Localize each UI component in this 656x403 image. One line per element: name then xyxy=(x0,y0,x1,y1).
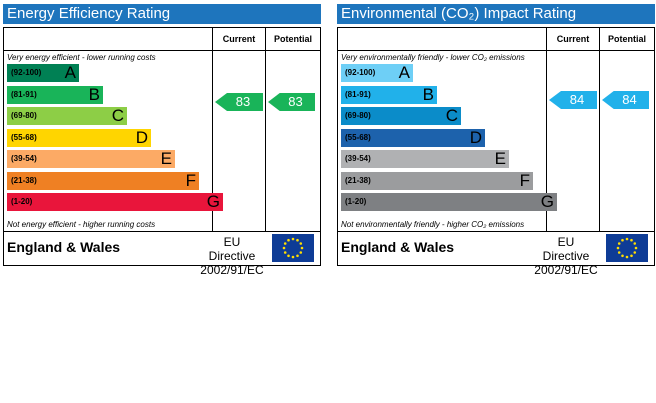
band-range: (92-100) xyxy=(345,68,376,77)
directive-line-1: EU Directive xyxy=(208,235,256,263)
column-divider xyxy=(265,28,266,232)
eu-directive: EU Directive 2002/91/EC xyxy=(533,235,599,277)
potential-rating-value: 84 xyxy=(622,92,637,107)
header-divider xyxy=(4,50,320,51)
region-label: England & Wales xyxy=(341,239,455,255)
footer-divider xyxy=(4,231,320,232)
eu-flag-icon xyxy=(272,234,314,262)
directive-line-2: 2002/91/EC xyxy=(534,263,598,277)
panel-title: Energy Efficiency Rating xyxy=(3,4,321,24)
band-range: (81-91) xyxy=(11,89,37,99)
band-letter: F xyxy=(185,170,196,190)
band-letter: B xyxy=(88,84,100,104)
band-letter: E xyxy=(494,149,506,168)
current-rating-value: 84 xyxy=(569,92,585,107)
band-range: (55-68) xyxy=(11,132,37,142)
potential-rating-arrow: 83 xyxy=(268,93,315,111)
environmental-impact-panel: Environmental (CO₂) Impact Rating Curren… xyxy=(337,4,655,277)
band-letter: C xyxy=(111,106,124,125)
band-range: (39-54) xyxy=(345,154,371,163)
column-divider xyxy=(546,28,547,232)
band-letter: G xyxy=(206,192,220,211)
rating-band-f: (21-38) F xyxy=(341,170,533,190)
potential-column-header: Potential xyxy=(607,34,646,44)
potential-column-header: Potential xyxy=(273,34,312,44)
rating-chart: Current Potential Very energy efficient … xyxy=(3,27,321,277)
band-range: (39-54) xyxy=(11,154,37,163)
band-range: (55-68) xyxy=(345,132,371,142)
band-letter: G xyxy=(540,192,554,211)
rating-chart: Current Potential Very environmentally f… xyxy=(337,27,655,277)
band-letter: F xyxy=(519,170,530,190)
panel-title: Environmental (CO₂) Impact Rating xyxy=(337,4,655,24)
energy-efficiency-panel: Energy Efficiency Rating Current Potenti… xyxy=(3,4,321,277)
band-letter: A xyxy=(398,63,410,82)
band-range: (1-20) xyxy=(11,197,33,206)
band-range: (92-100) xyxy=(11,68,42,77)
column-divider xyxy=(599,28,600,232)
current-column-header: Current xyxy=(222,34,256,44)
rating-band-c: (69-80) C xyxy=(7,107,127,125)
rating-band-b: (81-91) B xyxy=(341,84,437,104)
band-range: (69-80) xyxy=(345,111,371,120)
directive-line-1: EU Directive xyxy=(542,235,590,263)
rating-band-f: (21-38) F xyxy=(7,170,199,190)
region-label: England & Wales xyxy=(7,239,121,255)
top-note: Very energy efficient - lower running co… xyxy=(7,53,156,62)
band-letter: D xyxy=(469,127,482,147)
eu-flag-icon xyxy=(606,234,648,262)
rating-band-e: (39-54) E xyxy=(7,150,175,168)
band-range: (1-20) xyxy=(345,197,367,206)
rating-band-g: (1-20) G xyxy=(7,193,223,211)
band-letter: D xyxy=(135,127,148,147)
rating-band-e: (39-54) E xyxy=(341,150,509,168)
current-rating-value: 83 xyxy=(235,94,251,109)
band-letter: A xyxy=(64,63,76,82)
rating-band-d: (55-68) D xyxy=(341,127,485,147)
current-column-header: Current xyxy=(556,34,590,44)
column-divider xyxy=(212,28,213,232)
rating-band-b: (81-91) B xyxy=(7,84,103,104)
rating-band-a: (92-100) A xyxy=(7,64,79,82)
rating-band-g: (1-20) G xyxy=(341,193,557,211)
rating-band-a: (92-100) A xyxy=(341,64,413,82)
band-letter: B xyxy=(422,84,434,104)
current-rating-arrow: 84 xyxy=(549,91,597,109)
potential-rating-arrow: 84 xyxy=(602,91,649,109)
bottom-note: Not energy efficient - higher running co… xyxy=(7,220,156,229)
footer-divider xyxy=(338,231,654,232)
eu-directive: EU Directive 2002/91/EC xyxy=(199,235,265,277)
bottom-note: Not environmentally friendly - higher CO… xyxy=(341,220,525,229)
band-letter: C xyxy=(445,106,458,125)
current-rating-arrow: 83 xyxy=(215,93,263,111)
potential-rating-value: 83 xyxy=(288,94,303,109)
band-range: (21-38) xyxy=(345,175,371,185)
rating-band-c: (69-80) C xyxy=(341,107,461,125)
band-range: (81-91) xyxy=(345,89,371,99)
top-note: Very environmentally friendly - lower CO… xyxy=(341,53,525,62)
band-range: (69-80) xyxy=(11,111,37,120)
band-letter: E xyxy=(160,149,172,168)
band-range: (21-38) xyxy=(11,175,37,185)
rating-band-d: (55-68) D xyxy=(7,127,151,147)
directive-line-2: 2002/91/EC xyxy=(200,263,264,277)
header-divider xyxy=(338,50,654,51)
